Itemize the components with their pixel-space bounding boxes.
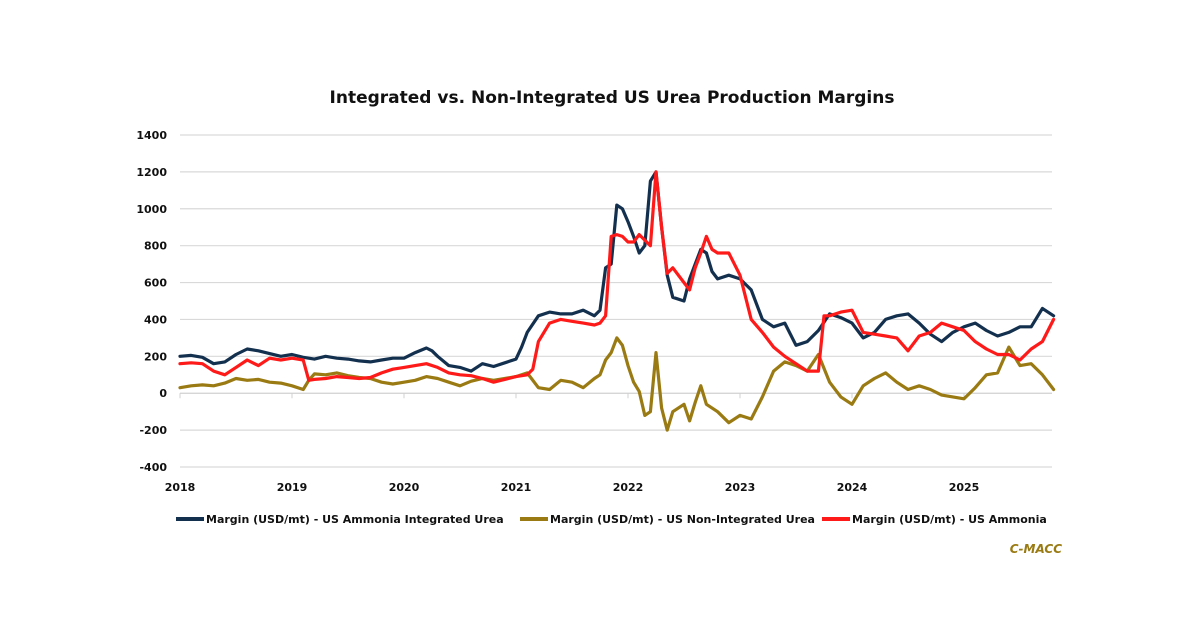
x-tick-label: 2018 bbox=[165, 481, 196, 494]
x-tick-label: 2023 bbox=[725, 481, 756, 494]
legend-item: Margin (USD/mt) - US Non-Integrated Urea bbox=[520, 513, 815, 526]
y-tick-label: -200 bbox=[139, 424, 167, 437]
series-line-2 bbox=[178, 336, 1056, 432]
legend-item: Margin (USD/mt) - US Ammonia Integrated … bbox=[176, 513, 504, 526]
legend-label: Margin (USD/mt) - US Ammonia bbox=[852, 513, 1047, 526]
legend: Margin (USD/mt) - US Ammonia Integrated … bbox=[176, 513, 1047, 526]
series-line-3 bbox=[178, 170, 1056, 384]
series-lines bbox=[178, 170, 1056, 432]
legend-label: Margin (USD/mt) - US Ammonia Integrated … bbox=[206, 513, 504, 526]
x-axis-ticks: 2018 2019 2020 2021 2022 2023 2024 2025 bbox=[165, 481, 980, 494]
y-tick-label: 0 bbox=[159, 387, 167, 400]
x-tick-label: 2022 bbox=[613, 481, 644, 494]
y-tick-label: 1200 bbox=[136, 166, 167, 179]
y-tick-label: 400 bbox=[144, 313, 167, 326]
x-tick-label: 2024 bbox=[837, 481, 868, 494]
x-tick-label: 2020 bbox=[389, 481, 420, 494]
y-tick-label: 1400 bbox=[136, 129, 167, 142]
gridlines bbox=[179, 134, 1052, 468]
x-tick-label: 2021 bbox=[501, 481, 532, 494]
y-axis-ticks: -400 -200 0 200 400 600 800 1000 1200 1400 bbox=[136, 129, 167, 474]
y-tick-label: 600 bbox=[144, 277, 167, 290]
source-label: C-MACC bbox=[1010, 542, 1062, 556]
x-tick-label: 2025 bbox=[949, 481, 980, 494]
y-tick-label: 200 bbox=[144, 350, 167, 363]
y-tick-label: 1000 bbox=[136, 203, 167, 216]
x-tick-label: 2019 bbox=[277, 481, 308, 494]
chart-title: Integrated vs. Non-Integrated US Urea Pr… bbox=[330, 88, 895, 108]
legend-label: Margin (USD/mt) - US Non-Integrated Urea bbox=[550, 513, 815, 526]
y-tick-label: -400 bbox=[139, 461, 167, 474]
series-line-1 bbox=[178, 170, 1056, 373]
legend-item: Margin (USD/mt) - US Ammonia bbox=[822, 513, 1047, 526]
y-tick-label: 800 bbox=[144, 240, 167, 253]
